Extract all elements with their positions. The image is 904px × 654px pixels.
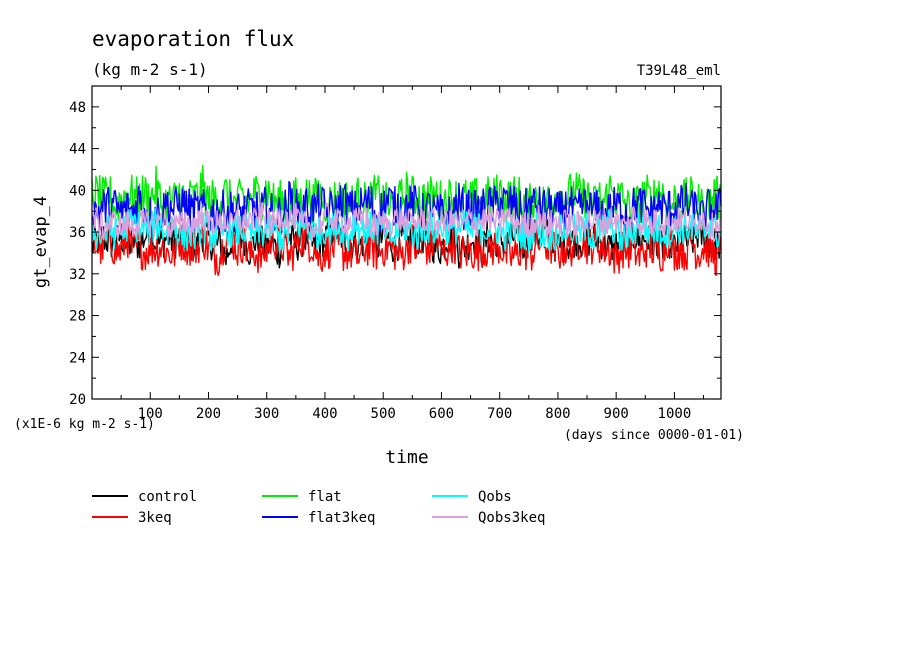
legend-item-flat: flat <box>262 489 342 505</box>
series-line-flat <box>91 164 722 230</box>
x-axis-label: time <box>385 447 428 468</box>
legend-item-3keq: 3keq <box>92 510 172 526</box>
legend-label: flat <box>308 489 342 505</box>
legend: control 3keq flat flat3keq Qobs Qobs3keq <box>92 489 545 526</box>
y-tick-label: 40 <box>69 183 86 199</box>
series-layer <box>91 164 722 277</box>
y-tick-label: 36 <box>69 225 86 241</box>
y-axis-label: gt_evap_4 <box>31 196 51 288</box>
legend-label: control <box>138 489 197 505</box>
x-tick-label: 300 <box>254 406 279 422</box>
axis-layer: 20 24 28 32 36 40 44 48 100 200 300 400 500 600 700 800… <box>69 85 721 422</box>
experiment-label: T39L48_eml <box>637 63 721 79</box>
y-tick-label: 20 <box>69 392 86 408</box>
legend-item-control: control <box>92 489 197 505</box>
series-line-flat3keq <box>91 180 722 237</box>
y-scale-note: (x1E-6 kg m-2 s-1) <box>14 417 155 432</box>
legend-label: flat3keq <box>308 510 375 526</box>
series-line-qobs3keq <box>91 201 722 243</box>
y-tick-label: 32 <box>69 267 86 283</box>
legend-label: Qobs3keq <box>478 510 545 526</box>
legend-label: 3keq <box>138 510 172 526</box>
legend-item-qobs: Qobs <box>432 489 512 505</box>
x-tick-label: 400 <box>312 406 337 422</box>
x-tick-label: 100 <box>138 406 163 422</box>
x-tick-label: 500 <box>371 406 396 422</box>
x-tick-label: 600 <box>429 406 454 422</box>
x-tick-label: 800 <box>545 406 570 422</box>
chart-subtitle: (kg m-2 s-1) <box>92 60 208 79</box>
legend-label: Qobs <box>478 489 512 505</box>
chart-title: evaporation flux <box>92 27 294 51</box>
x-units-label: (days since 0000-01-01) <box>564 428 744 443</box>
x-tick-label: 1000 <box>658 406 692 422</box>
y-tick-label: 44 <box>69 142 86 158</box>
plot-frame <box>91 85 722 400</box>
y-tick-label: 48 <box>69 100 86 116</box>
y-tick-label: 28 <box>69 309 86 325</box>
y-tick-label: 24 <box>69 350 86 366</box>
x-tick-label: 900 <box>604 406 629 422</box>
x-tick-label: 700 <box>487 406 512 422</box>
legend-item-flat3keq: flat3keq <box>262 510 375 526</box>
legend-item-qobs3keq: Qobs3keq <box>432 510 545 526</box>
x-tick-label: 200 <box>196 406 221 422</box>
